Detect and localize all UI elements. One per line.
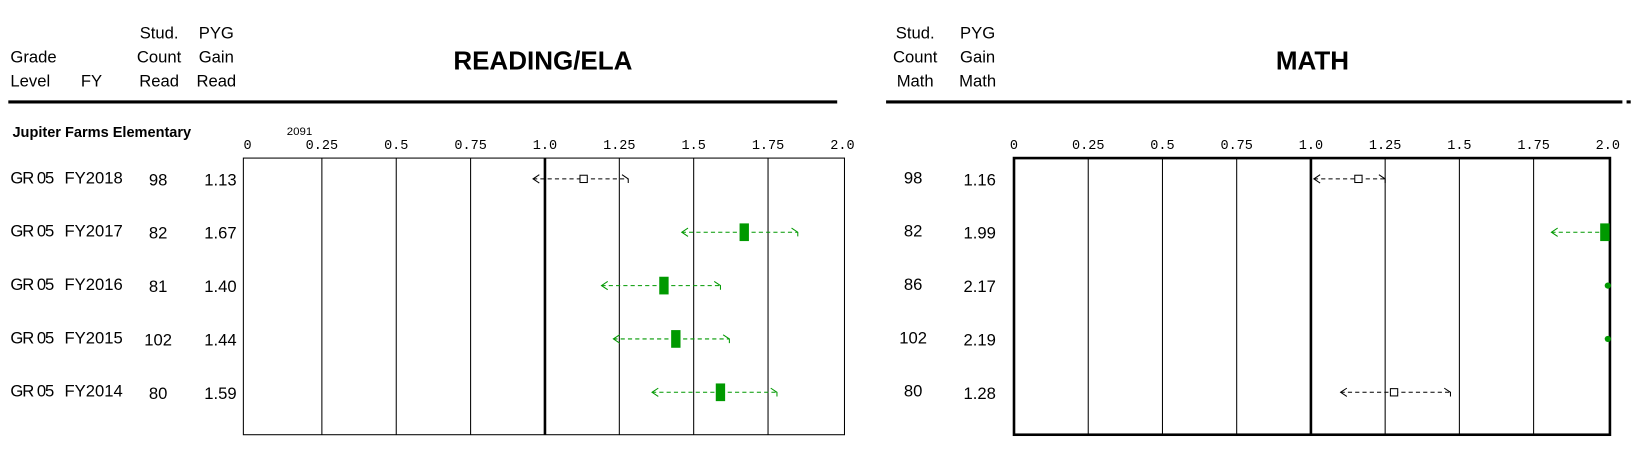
fiscal-year: FY2016	[64, 275, 122, 294]
count-math: 102	[899, 328, 927, 347]
pyg-gain: 2.19	[964, 330, 996, 349]
pyg-gain: 1.99	[964, 224, 996, 243]
count-math: 86	[904, 275, 922, 294]
arrow-right	[621, 174, 629, 184]
grade: GR 05	[10, 275, 54, 294]
fiscal-year: FY2015	[64, 328, 122, 347]
chart-title: MATH	[1276, 45, 1349, 75]
plot-frame	[1012, 156, 1612, 437]
x-tick-label: 1.25	[603, 139, 635, 154]
annotation: 2091	[287, 126, 312, 138]
count-read: 80	[149, 384, 168, 403]
x-tick-label: 1.0	[533, 139, 557, 154]
estimate-marker	[671, 330, 681, 348]
x-tick-label: 1.75	[752, 139, 784, 154]
arrow-right	[713, 280, 721, 290]
pyg-gain: 2.17	[964, 277, 996, 296]
off-scale-marker	[1604, 335, 1611, 343]
arrow-left	[600, 280, 609, 291]
count-math: 82	[904, 222, 922, 241]
estimate-marker	[715, 383, 726, 402]
off-scale-marker	[1604, 282, 1611, 289]
count-math: 80	[904, 382, 922, 401]
x-tick-label: 1.25	[1369, 139, 1401, 154]
estimate-marker	[739, 223, 749, 242]
column-header: Grade	[10, 48, 56, 67]
arrow-left	[1339, 387, 1348, 397]
x-tick-label: 0.5	[384, 139, 408, 154]
arrow-left	[1312, 174, 1321, 184]
count-math: 98	[904, 168, 922, 187]
x-tick-label: 1.75	[1517, 139, 1549, 154]
column-header: Count	[137, 48, 182, 67]
arrow-left	[680, 227, 689, 237]
x-tick-label: 1.5	[682, 139, 706, 154]
arrow-left	[651, 387, 659, 397]
grade: GR 05	[10, 328, 54, 347]
x-tick-label: 0.5	[1150, 139, 1174, 154]
column-header: Math	[897, 72, 934, 91]
fiscal-year: FY2018	[64, 168, 122, 187]
arrow-right	[770, 387, 778, 397]
fiscal-year: FY2017	[64, 222, 122, 241]
x-tick-label: 0.25	[306, 139, 338, 154]
column-header: Read	[139, 72, 179, 91]
pyg-gain: 1.44	[204, 330, 236, 349]
plot-frame	[242, 157, 845, 436]
pyg-gain: 1.13	[204, 170, 236, 189]
column-header: Stud.	[896, 24, 935, 43]
chart-title: READING/ELA	[453, 45, 632, 75]
estimate-marker	[1389, 388, 1399, 397]
pyg-gain: 1.59	[204, 384, 236, 403]
column-header: Math	[959, 72, 996, 91]
column-header: Gain	[960, 48, 995, 67]
count-read: 102	[144, 330, 172, 349]
arrow-left	[612, 334, 620, 344]
column-header: Count	[893, 48, 938, 67]
x-tick-label: 0	[243, 139, 251, 154]
x-tick-label: 0.75	[1220, 139, 1252, 154]
arrow-right	[1378, 174, 1386, 184]
column-header: Level	[10, 72, 50, 91]
estimate-marker	[1600, 223, 1610, 242]
estimate-marker	[659, 276, 669, 295]
column-header: Gain	[199, 48, 234, 67]
column-header: Read	[196, 72, 236, 91]
pyg-gain: 1.16	[964, 170, 996, 189]
column-header: FY	[81, 72, 102, 91]
count-read: 82	[149, 224, 168, 243]
count-read: 98	[149, 170, 168, 189]
column-header: PYG	[199, 24, 234, 43]
grade: GR 05	[10, 168, 54, 187]
pyg-gain: 1.67	[204, 224, 236, 243]
pyg-gain: 1.28	[964, 384, 996, 403]
column-header: PYG	[960, 24, 995, 43]
count-read: 81	[149, 277, 168, 296]
arrow-right	[791, 227, 799, 237]
arrow-left	[532, 174, 540, 184]
x-tick-label: 0.25	[1072, 139, 1104, 154]
estimate-marker	[1354, 174, 1363, 184]
school-name: Jupiter Farms Elementary	[12, 125, 192, 141]
x-tick-label: 0.75	[454, 139, 486, 154]
report-body: READING/ELA MATH Jupiter Farms Elementar…	[8, 24, 1631, 437]
fiscal-year: FY2014	[64, 382, 122, 401]
estimate-marker	[579, 174, 588, 184]
x-tick-label: 0	[1010, 139, 1018, 154]
x-tick-label: 1.5	[1447, 139, 1471, 154]
x-tick-label: 1.0	[1299, 139, 1323, 154]
arrow-left	[1550, 227, 1558, 237]
x-tick-label: 2.0	[1596, 139, 1620, 154]
arrow-right	[722, 334, 730, 344]
pyg-gain: 1.40	[204, 277, 236, 296]
arrow-right	[1443, 387, 1451, 397]
grade: GR 05	[10, 382, 54, 401]
column-header: Stud.	[140, 24, 179, 43]
x-tick-label: 2.0	[830, 139, 854, 154]
grade: GR 05	[10, 222, 54, 241]
